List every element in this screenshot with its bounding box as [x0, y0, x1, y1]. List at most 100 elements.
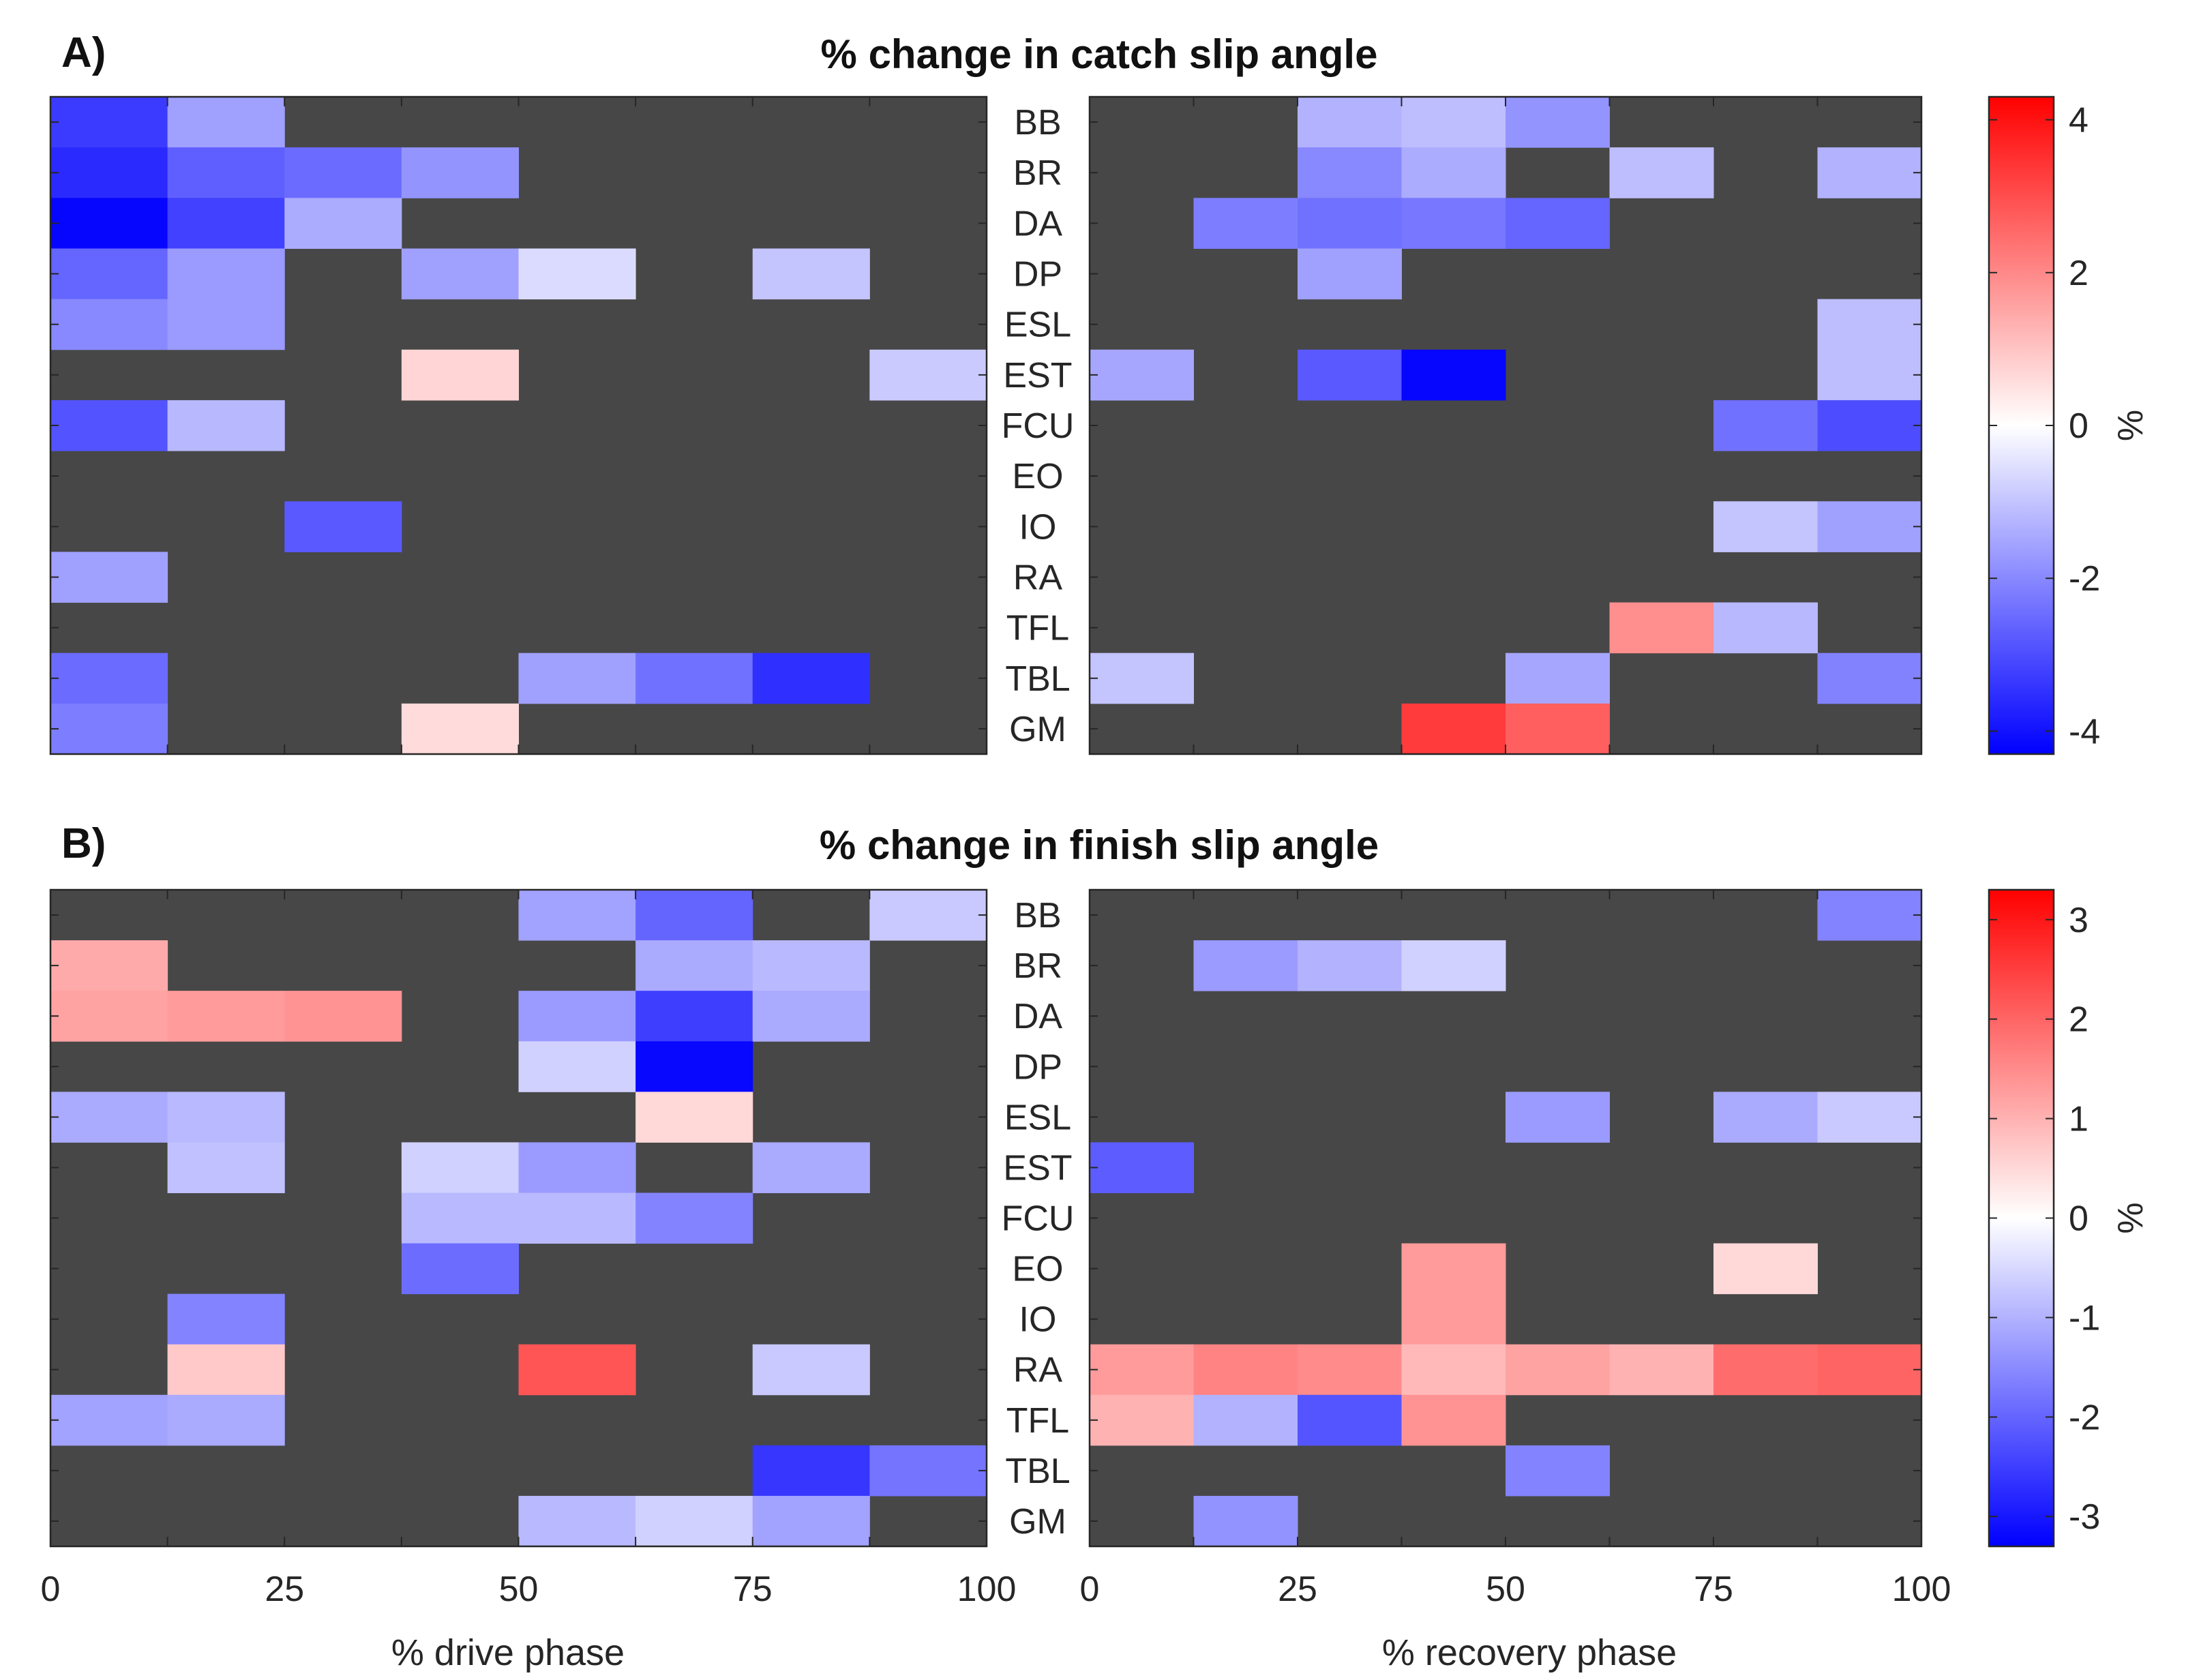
panel-b: B) % change in finish slip angle BB BR DA D… — [49, 820, 2151, 1548]
heatmap-cell-gm-drive-6 — [752, 1495, 870, 1547]
heatmap-cell-bb-drive-5 — [635, 890, 753, 941]
muscle-label-io: IO — [1019, 1300, 1057, 1340]
muscle-label-io: IO — [1019, 507, 1057, 547]
heatmap-cell-eo-drive-3 — [401, 1243, 519, 1295]
heatmap-cell-da-recovery-2 — [1298, 198, 1402, 249]
heatmap-cell-gm-drive-0 — [50, 703, 168, 755]
heatmap-cell-da-drive-2 — [284, 991, 402, 1042]
heatmap-cell-gm-recovery-1 — [1193, 1495, 1298, 1547]
muscle-label-fcu: FCU — [1002, 1199, 1075, 1239]
heatmap-cell-da-drive-1 — [167, 198, 285, 249]
heatmap-cell-da-drive-5 — [635, 991, 753, 1042]
heatmap-cell-tfl-drive-0 — [50, 1394, 168, 1446]
heatmap-cell-tbl-recovery-4 — [1506, 652, 1610, 704]
x-tick-label: 50 — [1486, 1570, 1525, 1609]
heatmap-cell-dp-drive-5 — [635, 1041, 753, 1092]
heatmap-cell-br-recovery-1 — [1193, 940, 1298, 991]
colorbar-label: % — [2111, 1202, 2151, 1233]
heatmap-cell-dp-drive-1 — [167, 248, 285, 300]
colorbar-tick-label: -1 — [2069, 1298, 2100, 1338]
colorbar-tick-label: -4 — [2069, 712, 2100, 751]
heatmap-cell-tbl-recovery-7 — [1817, 652, 1922, 704]
heatmap-cell-bb-drive-1 — [167, 97, 285, 148]
heatmap-cell-gm-drive-4 — [518, 1495, 636, 1547]
muscle-label-eo: EO — [1012, 457, 1063, 496]
heatmap-cell-da-drive-0 — [50, 991, 168, 1042]
heatmap-cell-ra-recovery-1 — [1193, 1344, 1298, 1396]
heatmap-cell-tfl-recovery-1 — [1193, 1394, 1298, 1446]
muscle-label-da: DA — [1013, 204, 1063, 243]
heatmap-cell-da-drive-0 — [50, 198, 168, 249]
x-tick-label: 0 — [41, 1570, 61, 1609]
panel-b-drive-heatmap — [49, 888, 988, 1548]
heatmap-cell-esl-drive-0 — [50, 299, 168, 350]
panel-b-label: B) — [61, 820, 106, 867]
colorbar-tick-label: 3 — [2069, 901, 2088, 940]
panel-a: A) % change in catch slip angle BB BR DA DP… — [49, 29, 2151, 755]
heatmap-cell-eo-recovery-6 — [1713, 1243, 1818, 1295]
colorbar-tick-label: -2 — [2069, 1398, 2100, 1437]
heatmap-cell-io-drive-2 — [284, 501, 402, 552]
heatmap-cell-est-drive-3 — [401, 349, 519, 401]
x-tick-label: 25 — [265, 1570, 304, 1609]
muscle-label-bb: BB — [1014, 103, 1061, 142]
heatmap-cell-tbl-drive-7 — [869, 1445, 987, 1497]
heatmap-cell-br-drive-0 — [50, 940, 168, 991]
x-tick-label: 100 — [957, 1570, 1017, 1609]
colorbar-gradient — [1988, 888, 2055, 1548]
drive-x-axis: 0 25 50 75 100 — [41, 1570, 1017, 1609]
muscle-label-br: BR — [1013, 946, 1062, 986]
axes-box — [1088, 95, 1923, 755]
heatmap-cell-tbl-recovery-4 — [1506, 1445, 1610, 1497]
muscle-label-tfl: TFL — [1006, 1401, 1069, 1441]
colorbar-tick-label: 2 — [2069, 254, 2088, 293]
muscle-label-esl: ESL — [1004, 1098, 1071, 1137]
heatmap-cell-fcu-drive-4 — [518, 1192, 636, 1244]
x-tick-label: 25 — [1278, 1570, 1317, 1609]
heatmap-cell-gm-drive-3 — [401, 703, 519, 755]
recovery-x-axis: 0 25 50 75 100 — [1080, 1570, 1951, 1609]
heatmap-cell-br-recovery-7 — [1817, 147, 1922, 198]
heatmap-cell-esl-recovery-4 — [1506, 1092, 1610, 1143]
heatmap-cell-tbl-drive-6 — [752, 652, 870, 704]
colorbar-tick-label: 2 — [2069, 1000, 2088, 1040]
panel-a-label: A) — [61, 29, 106, 76]
panel-a-title: % change in catch slip angle — [821, 31, 1378, 77]
heatmap-cell-gm-recovery-4 — [1506, 703, 1610, 755]
muscle-label-tbl: TBL — [1005, 1452, 1070, 1491]
x-tick-label: 0 — [1080, 1570, 1100, 1609]
panel-a-muscle-labels: BB BR DA DP ESL EST FCU EO IO RA TFL TBL GM — [1002, 103, 1075, 749]
heatmap-cell-da-drive-6 — [752, 991, 870, 1042]
heatmap-cell-br-drive-1 — [167, 147, 285, 198]
axes-box — [49, 888, 988, 1548]
heatmap-cell-esl-recovery-7 — [1817, 299, 1922, 350]
heatmap-cell-bb-drive-0 — [50, 97, 168, 148]
colorbar-gradient — [1988, 95, 2055, 755]
muscle-label-eo: EO — [1012, 1250, 1063, 1289]
colorbar-tick-label: -3 — [2069, 1497, 2100, 1537]
heatmap-cell-esl-drive-0 — [50, 1092, 168, 1143]
heatmap-cell-ra-recovery-4 — [1506, 1344, 1610, 1396]
heatmap-cell-bb-drive-4 — [518, 890, 636, 941]
heatmap-cell-tfl-drive-1 — [167, 1394, 285, 1446]
axes-box — [49, 95, 988, 755]
muscle-label-tfl: TFL — [1006, 609, 1069, 648]
heatmap-cell-io-recovery-7 — [1817, 501, 1922, 552]
heatmap-cell-gm-recovery-3 — [1401, 703, 1506, 755]
heatmap-cell-da-drive-1 — [167, 991, 285, 1042]
heatmap-cell-esl-drive-1 — [167, 299, 285, 350]
muscle-label-da: DA — [1013, 997, 1063, 1036]
x-tick-label: 75 — [733, 1570, 773, 1609]
heatmap-cell-br-recovery-2 — [1298, 147, 1402, 198]
heatmap-cell-ra-recovery-0 — [1090, 1344, 1194, 1396]
colorbar-tick-label: 4 — [2069, 101, 2088, 140]
heatmap-cell-bb-recovery-4 — [1506, 97, 1610, 148]
axes-box — [1088, 888, 1923, 1548]
heatmap-cell-br-recovery-3 — [1401, 147, 1506, 198]
muscle-label-esl: ESL — [1004, 305, 1071, 345]
muscle-label-bb: BB — [1014, 896, 1061, 935]
drive-x-axis-label: % drive phase — [391, 1632, 625, 1673]
muscle-label-gm: GM — [1009, 710, 1066, 749]
heatmap-cell-br-drive-5 — [635, 940, 753, 991]
heatmap-cell-io-drive-1 — [167, 1293, 285, 1345]
